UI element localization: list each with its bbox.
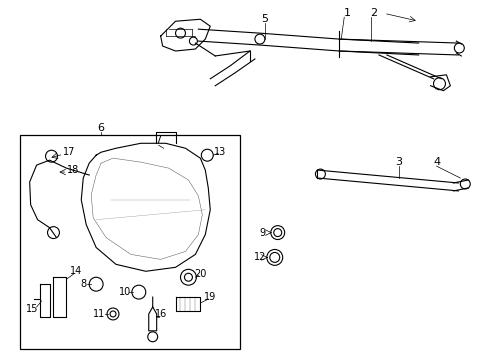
Text: 18: 18	[67, 165, 79, 175]
Text: 11: 11	[93, 309, 105, 319]
Text: 19: 19	[203, 292, 216, 302]
Text: 7: 7	[155, 135, 162, 145]
Text: 12: 12	[253, 252, 265, 262]
Text: 20: 20	[194, 269, 206, 279]
Text: 17: 17	[63, 147, 75, 157]
Text: 16: 16	[154, 309, 166, 319]
Text: 3: 3	[394, 157, 402, 167]
Text: 6: 6	[98, 123, 104, 134]
Text: 10: 10	[119, 287, 131, 297]
Text: 15: 15	[25, 304, 38, 314]
Bar	[20, 135, 240, 349]
Text: 4: 4	[432, 157, 439, 167]
Text: 14: 14	[70, 266, 82, 276]
Text: 1: 1	[343, 8, 350, 18]
Text: 9: 9	[259, 228, 265, 238]
Text: 13: 13	[214, 147, 226, 157]
Text: 5: 5	[261, 14, 268, 24]
Text: 2: 2	[370, 8, 377, 18]
Text: 8: 8	[80, 279, 86, 289]
